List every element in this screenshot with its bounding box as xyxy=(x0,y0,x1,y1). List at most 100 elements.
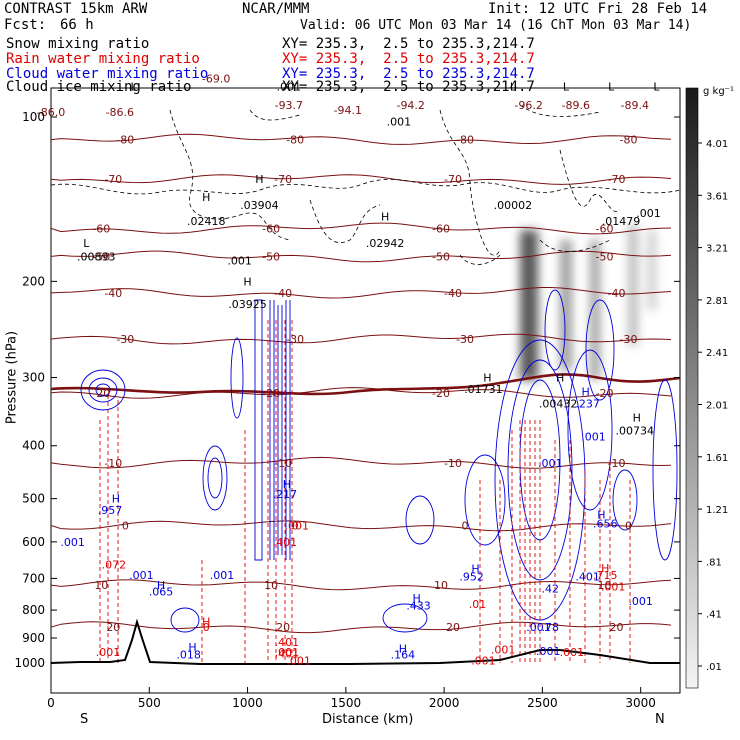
contour-value-label: .001 xyxy=(227,254,252,267)
field-name-cloudice: Cloud ice mixing ratio xyxy=(6,79,192,95)
extremum-label: L xyxy=(608,81,615,94)
contour-value-label: .001 xyxy=(538,457,563,470)
colorbar: 4.01 3.61 3.21 2.81 2.41 2.01 1.61 1.21 .81 .41 .0… xyxy=(685,86,734,689)
cloud-ice-contours xyxy=(51,104,680,265)
contour-value-label: .001 xyxy=(210,569,235,582)
extremum-label: H xyxy=(188,641,196,654)
isotherm-line xyxy=(51,456,672,469)
isotherm-line xyxy=(51,174,672,185)
y-tick-label: 1000 xyxy=(14,656,45,670)
min-temp-label: -94.1 xyxy=(334,104,362,117)
isotherm-label: -10 xyxy=(608,457,626,470)
isotherm-label: -20 xyxy=(596,387,614,400)
contour-value-label: .957 xyxy=(98,504,123,517)
isotherm-label: -70 xyxy=(444,173,462,186)
isotherm-label: -80 xyxy=(620,134,638,147)
colorbar-level-label: 4.01 xyxy=(706,139,728,150)
contour-value-label: .237 xyxy=(575,398,600,411)
field-xy-rain: XY= 235.3, 2.5 to 235.3,214.7 xyxy=(282,51,535,67)
field-name-cloudwater: Cloud water mixing ratio xyxy=(6,66,209,82)
contour-value-label: .00002 xyxy=(494,199,533,212)
contour-value-label: .656 xyxy=(593,517,618,530)
contour-value-label: .01731 xyxy=(464,383,503,396)
extremum-label: L xyxy=(563,81,570,94)
contour-value-label: .001 xyxy=(560,646,585,659)
contour-value-label: .401 xyxy=(275,636,300,649)
contour-value-label: .001 xyxy=(129,569,154,582)
rain-water-contours xyxy=(99,320,631,663)
contour-value-label: .715 xyxy=(593,569,618,582)
isotherm-label: 0 xyxy=(122,520,129,533)
isotherm-label: -30 xyxy=(456,333,474,346)
isotherm-label: -40 xyxy=(444,287,462,300)
colorbar-level-label: .01 xyxy=(706,662,722,673)
extremum-label: H xyxy=(112,493,120,506)
colorbar-unit: g kg⁻¹ xyxy=(703,86,734,97)
valid-time: Valid: 06 UTC Mon 03 Mar 14 (16 ChT Mon … xyxy=(300,18,692,33)
y-tick-label: 300 xyxy=(22,371,45,385)
isotherm-line xyxy=(51,133,672,145)
y-tick-label: 800 xyxy=(22,603,45,617)
extremum-label: H xyxy=(601,562,609,575)
contour-value-label: .001 xyxy=(286,655,311,668)
min-temp-label: -86.6 xyxy=(106,106,134,119)
isotherm-label: -80 xyxy=(456,134,474,147)
contour-value-label: .42 xyxy=(542,582,560,595)
contour-value-label: .02942 xyxy=(366,237,405,250)
y-tick-label: 700 xyxy=(22,571,45,585)
contour-value-label: .001 xyxy=(636,207,661,220)
contour-value-label: .78 xyxy=(542,621,560,634)
terrain-line xyxy=(51,618,680,665)
contour-value-label: .00432 xyxy=(539,398,578,411)
isotherm-label: -80 xyxy=(116,134,134,147)
isotherm-label: 10 xyxy=(264,579,278,592)
contour-value-label: .001 xyxy=(536,645,561,658)
colorbar-level-label: 2.81 xyxy=(706,296,728,307)
contour-value-label: .001 xyxy=(491,644,516,657)
extremum-label: H xyxy=(255,173,263,186)
isotherm-label: -10 xyxy=(104,457,122,470)
x-tick-label: 2500 xyxy=(527,696,558,710)
contour-value-labels: -86.0 -86.6 -69.0 -93.7 -94.1 -94.2 -96.2 -89.6… xyxy=(37,72,661,667)
contour-value-label: .00893 xyxy=(77,250,116,263)
min-temp-label: -69.0 xyxy=(202,72,230,85)
extremum-label: H xyxy=(633,411,641,424)
isotherm-label: -30 xyxy=(116,333,134,346)
field-xy-snow: XY= 235.3, 2.5 to 235.3,214.7 xyxy=(282,36,535,52)
contour-value-label: .01 xyxy=(469,598,487,611)
x-tick-label: 1500 xyxy=(331,696,362,710)
isotherm-line xyxy=(51,287,672,299)
extremum-label: L xyxy=(510,81,517,94)
isotherm-label: -50 xyxy=(262,250,280,263)
isotherm-label: -70 xyxy=(104,173,122,186)
snow-shading xyxy=(520,225,656,380)
contour-value-label: 0 xyxy=(203,621,210,634)
y-tick-label: 900 xyxy=(22,631,45,645)
isotherm-line xyxy=(51,333,672,345)
isotherm-label: -30 xyxy=(286,333,304,346)
min-temp-label: -89.6 xyxy=(562,99,590,112)
isotherm-label: -40 xyxy=(104,287,122,300)
organization: NCAR/MMM xyxy=(242,1,310,17)
x-end-label-right: N xyxy=(655,712,665,727)
colorbar-level-label: 2.01 xyxy=(706,401,728,412)
contour-value-label: .001 xyxy=(284,520,309,533)
extremum-label: L xyxy=(130,81,137,94)
extremum-label: H xyxy=(597,509,605,522)
freezing-level-line xyxy=(51,373,680,396)
x-tick-label: 1000 xyxy=(232,696,263,710)
isotherm-line xyxy=(51,222,672,235)
x-tick-label: 0 xyxy=(47,696,55,710)
x-end-label-left: S xyxy=(80,712,89,727)
extremum-label: H xyxy=(412,592,420,605)
isotherm-label: -20 xyxy=(432,387,450,400)
extremum-label: H xyxy=(399,642,407,655)
contour-value-label: .217 xyxy=(273,488,298,501)
contour-value-label: .952 xyxy=(459,571,484,584)
field-xy-cloudwater: XY= 235.3, 2.5 to 235.3,214.7 xyxy=(282,66,535,82)
extremum-label: H xyxy=(202,191,210,204)
isotherm-label: -60 xyxy=(432,222,450,235)
y-tick-label: 100 xyxy=(22,110,45,124)
